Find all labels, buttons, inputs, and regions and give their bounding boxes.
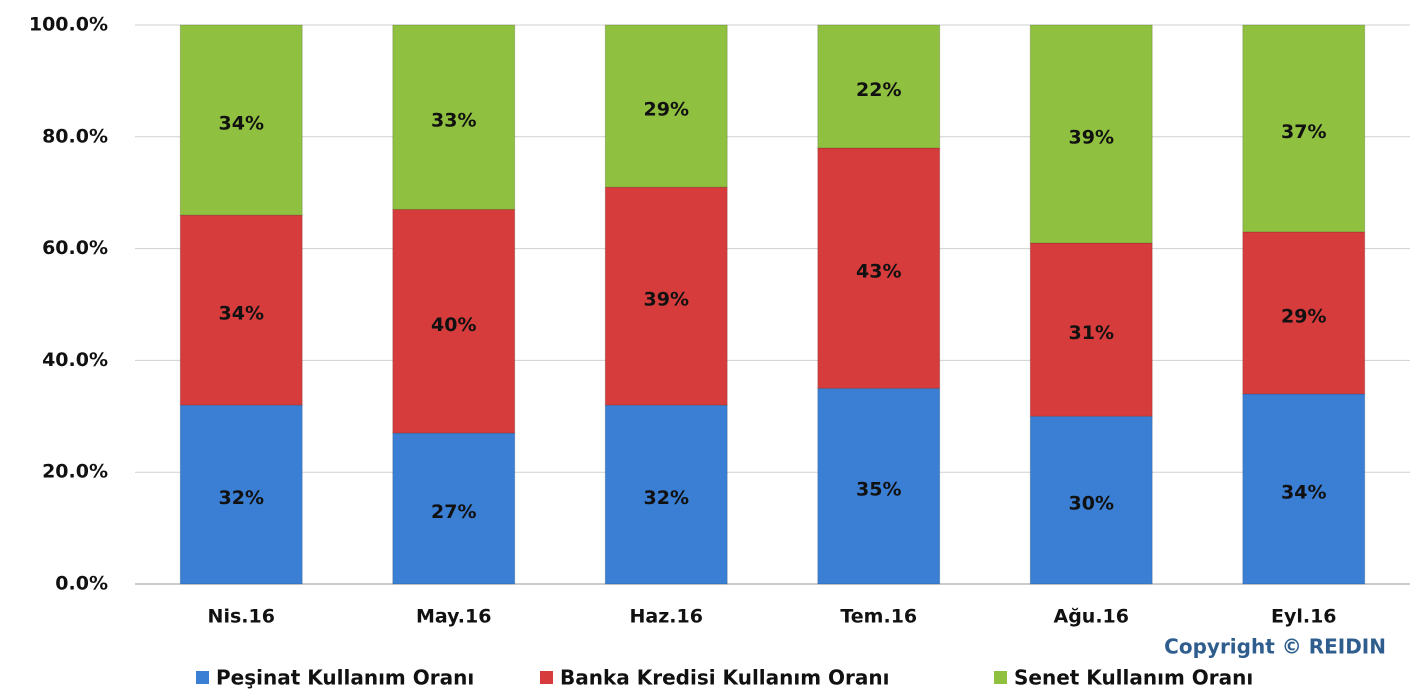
bar-segment xyxy=(1029,24,1153,244)
x-tick-label: Nis.16 xyxy=(208,606,275,628)
bar-segment xyxy=(179,24,303,216)
bar-segment xyxy=(604,186,728,406)
data-label: 29% xyxy=(1281,305,1326,327)
data-label: 32% xyxy=(644,487,689,509)
bar-segment xyxy=(1242,393,1366,585)
data-label: 31% xyxy=(1069,322,1114,344)
data-label: 43% xyxy=(856,261,901,283)
y-tick-label: 20.0% xyxy=(42,461,108,483)
bar-segment xyxy=(604,24,728,188)
bar-segment xyxy=(1029,242,1153,417)
x-tick-label: May.16 xyxy=(416,606,491,628)
bar-segment xyxy=(1242,231,1366,395)
bar-segment xyxy=(817,387,941,585)
data-label: 34% xyxy=(1281,481,1326,503)
legend-label: Banka Kredisi Kullanım Oranı xyxy=(560,666,890,690)
data-label: 39% xyxy=(644,289,689,311)
data-label: 32% xyxy=(219,487,264,509)
legend-swatch xyxy=(994,671,1007,684)
data-label: 34% xyxy=(219,113,264,135)
bar-segment xyxy=(392,208,516,434)
copyright: Copyright © REIDIN xyxy=(1164,635,1386,659)
bar-segment xyxy=(179,404,303,585)
y-tick-label: 0.0% xyxy=(55,573,108,595)
x-tick-label: Tem.16 xyxy=(840,606,917,628)
bar-segment xyxy=(1242,24,1366,233)
legend-swatch xyxy=(540,671,553,684)
bar-segment xyxy=(1029,415,1153,585)
data-label: 27% xyxy=(431,501,476,523)
data-label: 30% xyxy=(1069,493,1114,515)
y-tick-label: 80.0% xyxy=(42,125,108,147)
bar-segment xyxy=(179,214,303,406)
y-tick-label: 100.0% xyxy=(29,14,108,36)
legend-label: Peşinat Kullanım Oranı xyxy=(216,666,474,690)
y-tick-label: 60.0% xyxy=(42,237,108,259)
bar-segment xyxy=(392,24,516,210)
data-label: 40% xyxy=(431,314,476,336)
bar-segment xyxy=(392,432,516,585)
y-tick-label: 40.0% xyxy=(42,349,108,371)
x-tick-label: Ağu.16 xyxy=(1054,606,1130,628)
data-label: 37% xyxy=(1281,121,1326,143)
x-tick-label: Haz.16 xyxy=(630,606,703,628)
data-label: 39% xyxy=(1069,127,1114,149)
data-label: 35% xyxy=(856,479,901,501)
bar-segment xyxy=(817,147,941,389)
data-label: 29% xyxy=(644,99,689,121)
data-label: 22% xyxy=(856,79,901,101)
data-label: 33% xyxy=(431,110,476,132)
bar-segment xyxy=(604,404,728,585)
bar-segment xyxy=(817,24,941,149)
data-label: 34% xyxy=(219,303,264,325)
x-tick-label: Eyl.16 xyxy=(1271,606,1337,628)
legend-swatch xyxy=(196,671,209,684)
legend-label: Senet Kullanım Oranı xyxy=(1014,666,1253,690)
